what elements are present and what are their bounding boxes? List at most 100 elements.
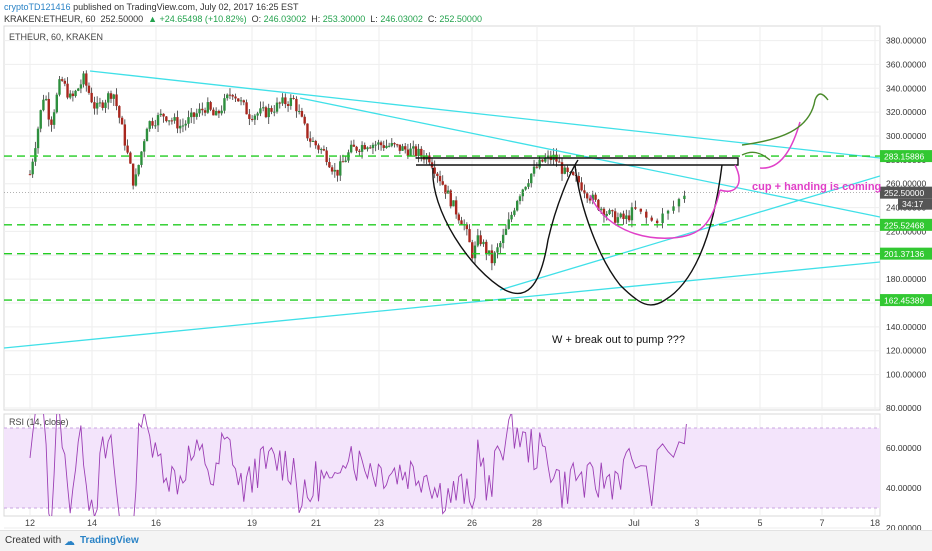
candle-body bbox=[314, 140, 317, 146]
candle-body bbox=[577, 175, 580, 183]
main-pane bbox=[3, 25, 881, 411]
candle-body bbox=[333, 169, 337, 172]
candle-body bbox=[349, 144, 353, 153]
candle-body bbox=[242, 100, 246, 103]
candle-body bbox=[546, 155, 550, 158]
candle-body bbox=[173, 117, 176, 121]
candle-body bbox=[159, 113, 163, 116]
y-tick-label: 320.00000 bbox=[886, 107, 926, 117]
y-tick-label: 360.00000 bbox=[886, 59, 926, 69]
candle-body bbox=[187, 117, 190, 124]
candle-body bbox=[513, 210, 516, 215]
candle-body bbox=[273, 111, 276, 113]
candle-body bbox=[521, 189, 525, 197]
rsi-y-tick-label: 80.00000 bbox=[886, 403, 922, 413]
candle-body bbox=[77, 88, 80, 91]
candle-body bbox=[79, 84, 83, 89]
candle-body bbox=[198, 108, 201, 114]
handle-drawing bbox=[719, 164, 740, 192]
candle-body bbox=[627, 215, 631, 221]
w-left-drawing bbox=[432, 159, 579, 295]
neckline-drawing bbox=[416, 157, 739, 166]
y-tick-label: 300.00000 bbox=[886, 131, 926, 141]
candle-body bbox=[630, 207, 634, 221]
candle-body bbox=[490, 250, 494, 264]
candle-body bbox=[544, 157, 547, 162]
candle-body bbox=[650, 217, 653, 221]
candle-body bbox=[639, 208, 643, 212]
candle-body bbox=[151, 121, 154, 126]
candle-body bbox=[256, 113, 259, 116]
candle-body bbox=[44, 98, 48, 100]
x-tick-label: 18 bbox=[870, 518, 880, 528]
y-tick-label: 120.00000 bbox=[886, 346, 926, 356]
candle-body bbox=[538, 159, 541, 168]
candle-body bbox=[190, 112, 193, 118]
candle-body bbox=[613, 211, 617, 223]
countdown-box bbox=[898, 198, 932, 210]
x-tick-label: 26 bbox=[467, 518, 477, 528]
rsi-pane-title: RSI (14, close) bbox=[9, 417, 69, 427]
candle-body bbox=[358, 150, 361, 152]
candle-body bbox=[98, 102, 102, 104]
candle-body bbox=[206, 102, 210, 113]
candle-body bbox=[510, 214, 513, 220]
tradingview-logo-icon: ☁ bbox=[64, 536, 75, 548]
candle-body bbox=[535, 166, 539, 168]
author-link[interactable]: cryptoTD121416 bbox=[4, 2, 71, 12]
candle-body bbox=[616, 217, 620, 223]
candle-body bbox=[165, 116, 168, 122]
main-pane-title: ETHEUR, 60, KRAKEN bbox=[9, 32, 103, 42]
candle-body bbox=[580, 182, 583, 191]
candle-body bbox=[395, 144, 399, 146]
candle-body bbox=[154, 125, 157, 127]
trend-line bbox=[4, 261, 880, 349]
candle-body bbox=[558, 161, 561, 163]
candle-body bbox=[203, 110, 207, 113]
candle-body bbox=[471, 242, 474, 259]
candle-body bbox=[611, 210, 614, 212]
candle-body bbox=[401, 146, 404, 151]
candle-body bbox=[527, 183, 530, 187]
rsi-y-tick-label: 20.00000 bbox=[886, 523, 922, 530]
x-tick-label: Jul bbox=[628, 518, 640, 528]
candle-body bbox=[295, 98, 298, 112]
candle-body bbox=[328, 162, 331, 168]
level-label: 225.52468 bbox=[884, 220, 924, 230]
candle-body bbox=[683, 195, 686, 200]
candle-body bbox=[237, 98, 240, 102]
candle-body bbox=[385, 145, 388, 148]
candle-body bbox=[504, 228, 508, 235]
candle-body bbox=[214, 110, 218, 116]
candle-body bbox=[352, 144, 356, 147]
candle-body bbox=[248, 114, 251, 119]
symbol-label: KRAKEN:ETHEUR, 60 bbox=[4, 14, 96, 24]
candle-body bbox=[446, 190, 450, 194]
candle-body bbox=[625, 215, 628, 220]
candle-body bbox=[284, 97, 287, 105]
price-chart[interactable]: 12 14 16 19 21 23 26 28 Jul 3 5 7 18 380.00000 360.000… bbox=[0, 0, 932, 530]
candle-body bbox=[360, 145, 364, 152]
candle-body bbox=[591, 194, 594, 201]
created-with-label: Created with bbox=[5, 535, 62, 546]
candle-body bbox=[452, 200, 455, 207]
candle-body bbox=[303, 116, 306, 124]
candle-body bbox=[71, 93, 75, 97]
candle-body bbox=[306, 123, 309, 139]
candle-body bbox=[234, 96, 237, 99]
candle-body bbox=[585, 193, 589, 199]
candle-body bbox=[541, 159, 544, 162]
candle-body bbox=[167, 120, 171, 122]
rsi-y-tick-label: 60.00000 bbox=[886, 443, 922, 453]
candle-body bbox=[602, 208, 606, 216]
candle-body bbox=[300, 110, 304, 117]
tradingview-brand[interactable]: TradingView bbox=[80, 535, 139, 546]
candle-body bbox=[363, 145, 366, 150]
candle-body bbox=[209, 102, 212, 110]
candle-body bbox=[479, 235, 482, 245]
w-right-drawing bbox=[574, 164, 723, 306]
candle-body bbox=[34, 148, 37, 162]
candle-body bbox=[588, 198, 592, 201]
candle-body bbox=[594, 194, 597, 200]
candle-body bbox=[134, 174, 138, 186]
